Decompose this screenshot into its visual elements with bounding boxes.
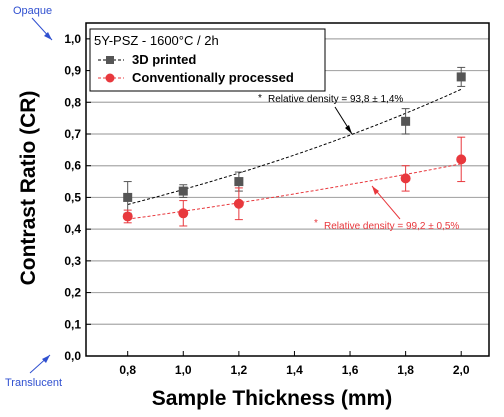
legend-marker-3d: [106, 56, 114, 64]
x-tick-label: 2,0: [453, 363, 470, 377]
y-tick-label: 0,8: [64, 95, 81, 109]
annotation-3d: * Relative density = 93,8 ± 1,4%: [258, 93, 403, 135]
y-tick-label: 0,1: [64, 317, 81, 331]
data-point-circle: [233, 198, 244, 209]
data-points: [122, 72, 467, 222]
y-tick-label: 0,6: [64, 159, 81, 173]
annotation-3d-star: *: [258, 93, 262, 104]
legend: 5Y-PSZ - 1600°C / 2h 3D printed Conventi…: [89, 28, 326, 92]
annotation-conv-arrowhead-icon: [372, 186, 379, 195]
data-point-square: [178, 186, 188, 196]
y-axis-label: Contrast Ratio (CR): [17, 91, 40, 286]
y-tick-label: 0,0: [64, 349, 81, 363]
legend-box: [89, 28, 326, 92]
x-tick-label: 1,6: [342, 363, 359, 377]
data-point-square: [456, 72, 466, 82]
annotation-3d-arrowhead-icon: [345, 125, 352, 134]
y-tick-label: 0,3: [64, 254, 81, 268]
y-tick-label: 0,4: [64, 222, 81, 236]
annotation-conv-text: Relative density = 99,2 ± 0,5%: [324, 221, 459, 232]
data-point-circle: [400, 173, 411, 184]
data-point-circle: [122, 211, 133, 222]
y-axis-ticks: 0,0 0,1 0,2 0,3 0,4 0,5 0,6 0,7 0,8 0,9 1,0: [64, 32, 91, 363]
data-point-circle: [178, 208, 189, 219]
x-tick-label: 0,8: [119, 363, 136, 377]
x-tick-label: 1,8: [397, 363, 414, 377]
y-tick-label: 0,5: [64, 190, 81, 204]
data-point-circle: [456, 154, 467, 165]
legend-marker-conv: [105, 73, 115, 83]
translucent-arrowhead-icon: [42, 355, 50, 363]
y-tick-label: 0,7: [64, 127, 81, 141]
y-tick-label: 0,9: [64, 64, 81, 78]
x-tick-label: 1,2: [231, 363, 248, 377]
x-tick-label: 1,0: [175, 363, 192, 377]
data-point-square: [123, 192, 133, 202]
data-point-square: [234, 177, 244, 187]
trend-lines: [127, 88, 462, 220]
x-tick-label: 1,4: [286, 363, 303, 377]
translucent-label: Translucent: [5, 377, 62, 389]
y-tick-label: 1,0: [64, 32, 81, 46]
legend-label-conv: Conventionally processed: [132, 70, 294, 85]
legend-label-3d: 3D printed: [132, 52, 196, 67]
x-axis-label: Sample Thickness (mm): [152, 387, 392, 410]
plot-frame: [85, 22, 490, 357]
data-point-square: [401, 116, 411, 126]
annotation-conv-star: *: [314, 218, 318, 229]
y-tick-label: 0,2: [64, 286, 81, 300]
annotation-conv: * Relative density = 99,2 ± 0,5%: [314, 185, 459, 232]
trend-line-0: [127, 88, 462, 205]
opaque-arrowhead-icon: [44, 32, 52, 40]
legend-title: 5Y-PSZ - 1600°C / 2h: [94, 33, 219, 48]
opaque-label: Opaque: [13, 5, 52, 17]
annotation-3d-text: Relative density = 93,8 ± 1,4%: [268, 94, 403, 105]
x-axis-ticks: 0,8 1,0 1,2 1,4 1,6 1,8 2,0: [119, 351, 470, 377]
